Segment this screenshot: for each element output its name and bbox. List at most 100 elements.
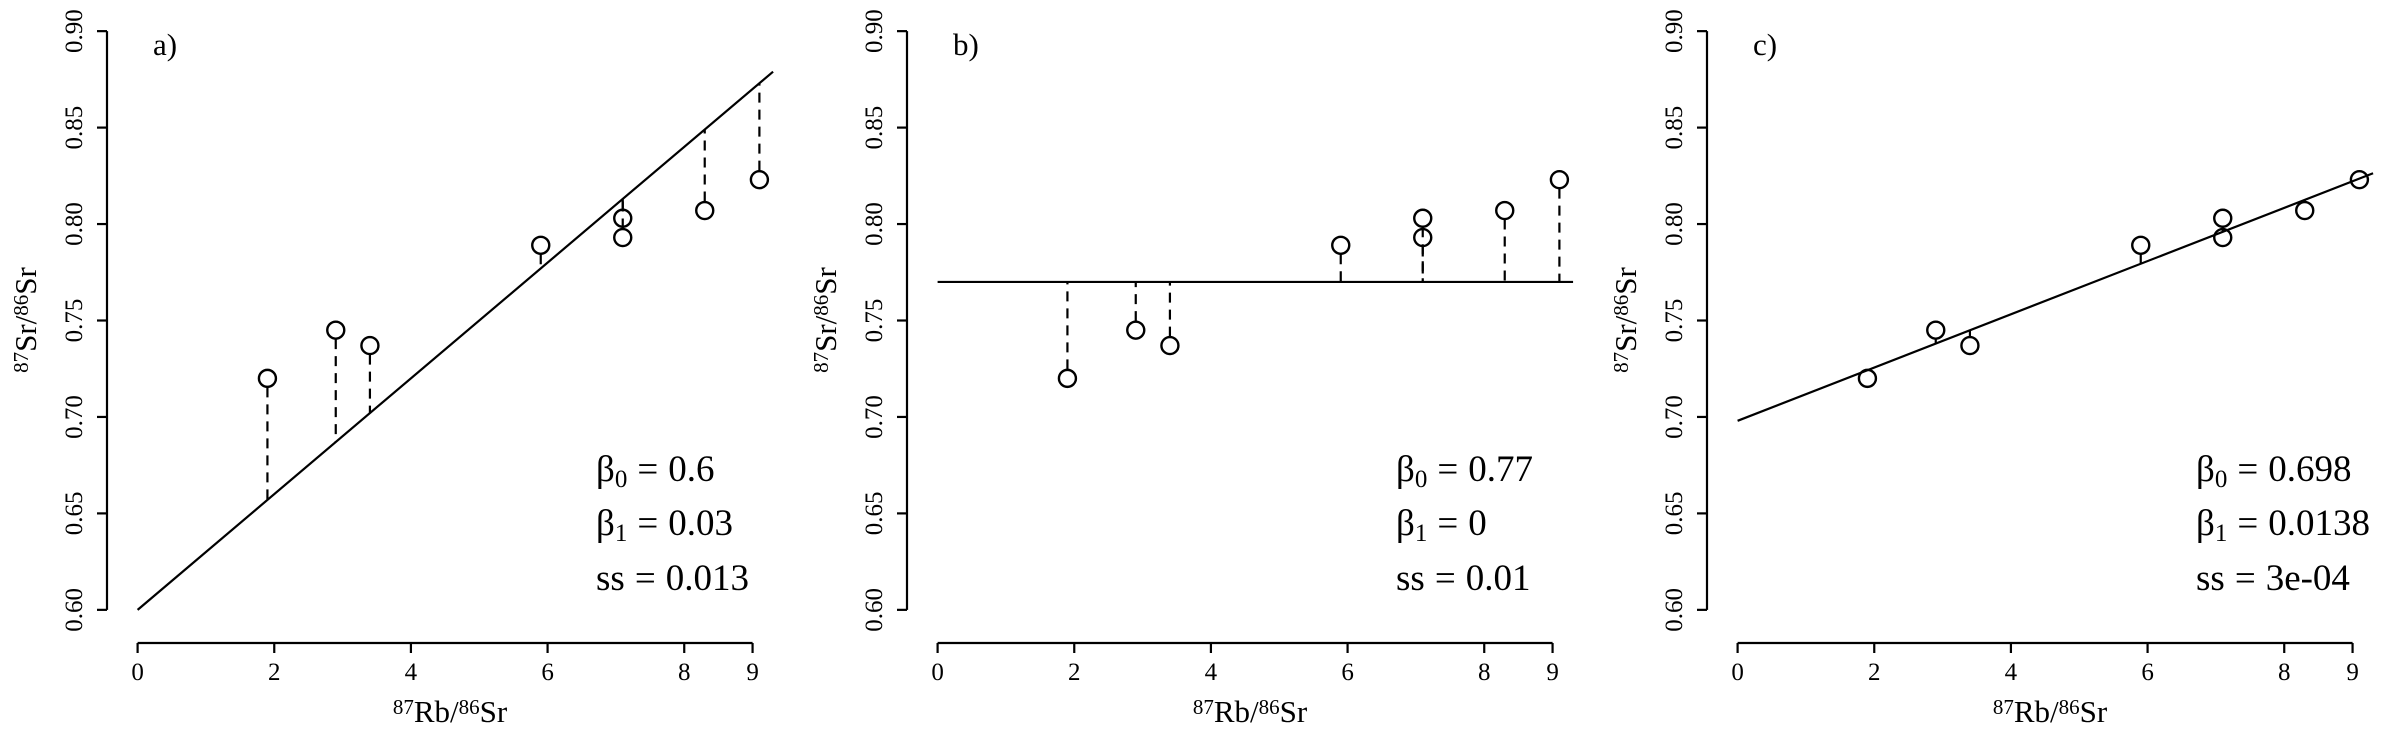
annotation: β0 = 0.698 (2196, 449, 2351, 493)
point (2213, 208, 2233, 228)
y-tick-label: 0.90 (61, 9, 88, 53)
x-tick-label: 2 (1868, 659, 1881, 686)
label-sup: 86 (2059, 695, 2080, 719)
point (2349, 169, 2370, 190)
y-tick-label: 0.65 (1661, 492, 1688, 536)
y-tick-label: 0.85 (861, 106, 888, 150)
fit-line (136, 70, 774, 611)
annotation: ss = 0.01 (1396, 558, 1530, 599)
xlabel: 87Rb/86Sr (1993, 694, 2108, 729)
x-tick-label: 2 (268, 659, 281, 686)
y-tick-label: 0.60 (1661, 588, 1688, 632)
y-tick-label: 0.65 (61, 492, 88, 536)
xlabel: 87Rb/86Sr (1193, 694, 1308, 729)
label-part: Sr (808, 266, 843, 294)
y-tick-label: 0.60 (861, 588, 888, 632)
annotation-part: β (2196, 503, 2215, 544)
y-tick-label: 0.65 (861, 492, 888, 536)
annotation-part: 0.698 (2268, 449, 2351, 490)
point (531, 235, 551, 255)
label-sup: 86 (459, 695, 480, 719)
annotation-part: ss (2196, 558, 2225, 599)
x-tick-label: 8 (678, 659, 691, 686)
point (1960, 335, 1980, 356)
y-tick-label: 0.90 (861, 9, 888, 53)
label-sup: 86 (1609, 295, 1633, 316)
annotation: β1 = 0.03 (596, 503, 733, 547)
point (1857, 368, 1878, 389)
y-tick-label: 0.70 (861, 395, 888, 439)
annotation-sub: 0 (2215, 466, 2228, 493)
label-part: Sr/ (8, 315, 43, 352)
annotation-part: = (637, 449, 658, 490)
xlabel: 87Rb/86Sr (393, 694, 508, 729)
annotation-part: 0.77 (1468, 449, 1533, 490)
label-part: Sr/ (1608, 315, 1643, 352)
annotation-sub: 0 (615, 466, 628, 493)
panel-label: b) (953, 27, 979, 62)
annotation-part: β (596, 503, 615, 544)
annotation-part: = (2237, 449, 2258, 490)
y-tick-label: 0.60 (61, 588, 88, 632)
x-tick-label: 6 (1341, 659, 1354, 686)
point (2131, 235, 2151, 255)
panel: 0.600.650.700.750.800.850.900 2 4 6 8 987Rb/8… (808, 9, 1574, 729)
annotation-part: = (2235, 558, 2256, 599)
point (695, 200, 715, 221)
label-part: Rb/ (2014, 694, 2059, 729)
annotation-sub: 0 (1415, 466, 1428, 493)
x-tick-label: 6 (541, 659, 554, 686)
label-part: Sr/ (808, 315, 843, 352)
point (1331, 235, 1351, 255)
annotation: β1 = 0.0138 (2196, 503, 2370, 547)
annotation: ss = 3e-04 (2196, 558, 2350, 599)
annotation-part: = (635, 558, 656, 599)
label-part: Rb/ (1214, 694, 1259, 729)
label-sup: 86 (809, 295, 833, 316)
label-part: Sr (1280, 694, 1308, 729)
annotation: ss = 0.013 (596, 558, 749, 599)
annotation-part: = (637, 503, 658, 544)
point (1413, 227, 1433, 248)
x-tick-label: 9 (1546, 659, 1559, 686)
ylabel: 87Sr/86Sr (8, 266, 43, 372)
x-tick-label: 6 (2141, 659, 2154, 686)
x-tick-label: 2 (1068, 659, 1081, 686)
annotation-part: β (1396, 503, 1415, 544)
point (1495, 200, 1515, 221)
y-tick-label: 0.75 (61, 299, 88, 343)
annotation-part: β (596, 449, 615, 490)
label-part: Sr (8, 266, 43, 294)
point (749, 169, 770, 190)
y-tick-label: 0.75 (861, 299, 888, 343)
point (2295, 200, 2315, 221)
annotation-part: 3e-04 (2266, 558, 2350, 599)
x-tick-label: 0 (1731, 659, 1744, 686)
y-tick-label: 0.80 (1661, 202, 1688, 246)
y-tick-label: 0.70 (1661, 395, 1688, 439)
annotation-part: 0.013 (666, 558, 749, 599)
annotation-part: = (1437, 449, 1458, 490)
annotation-part: 0 (1468, 503, 1487, 544)
point (2213, 227, 2233, 248)
point (1057, 368, 1078, 389)
point (360, 335, 380, 356)
annotation-part: = (2237, 503, 2258, 544)
point (613, 227, 633, 248)
label-sup: 86 (1259, 695, 1280, 719)
annotation-sub: 1 (2215, 520, 2228, 547)
ylabel: 87Sr/86Sr (1608, 266, 1643, 372)
y-tick-label: 0.90 (1661, 9, 1688, 53)
annotation-part: β (2196, 449, 2215, 490)
label-part: Sr (2080, 694, 2108, 729)
annotation-sub: 1 (1415, 520, 1428, 547)
panel: 0.600.650.700.750.800.850.900 2 4 6 8 987Rb/8… (1608, 9, 2374, 729)
panel: 0.600.650.700.750.800.850.900 2 4 6 8 987Rb/8… (8, 9, 774, 729)
annotation-part: = (1437, 503, 1458, 544)
point (1160, 335, 1180, 356)
y-tick-label: 0.85 (61, 106, 88, 150)
label-sup: 87 (393, 695, 414, 719)
label-sup: 87 (1609, 352, 1633, 373)
x-tick-label: 4 (1205, 659, 1218, 686)
annotation-part: 0.6 (668, 449, 714, 490)
